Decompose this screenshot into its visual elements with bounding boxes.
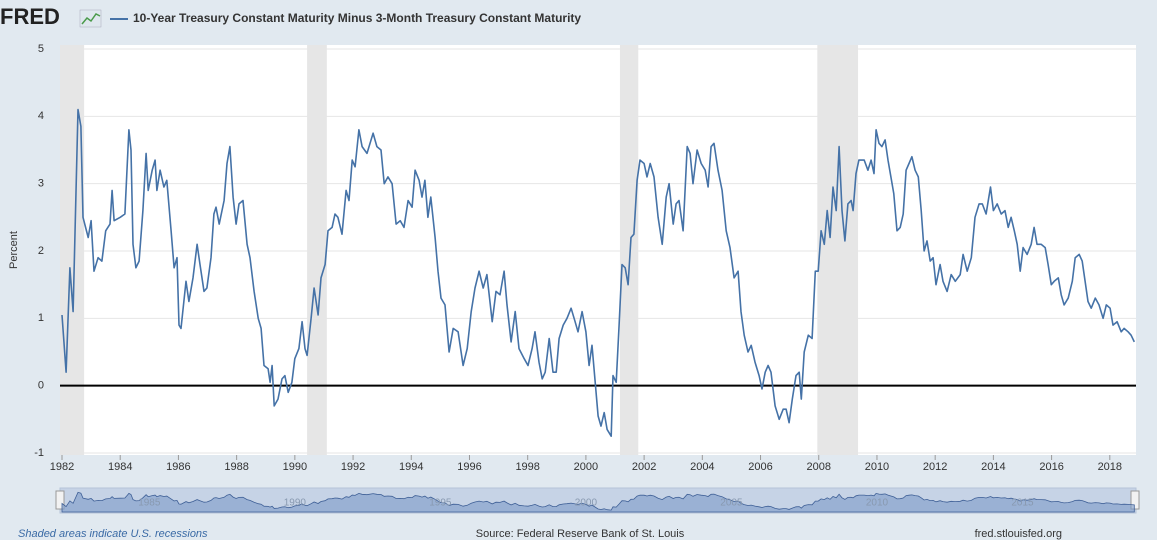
recession-note: Shaded areas indicate U.S. recessions [18,528,208,540]
recession-band [619,45,639,455]
recession-band [307,45,327,455]
y-tick-label: 4 [38,110,44,122]
series-line [61,108,1136,437]
x-tick-label: 2002 [632,461,656,473]
navigator-series [61,491,1135,513]
y-tick-label: -1 [34,447,44,459]
navigator-tick-label: 2005 [720,498,743,509]
x-tick-label: 1984 [108,461,132,473]
source: Source: Federal Reserve Bank of St. Loui… [476,528,685,540]
legend-label: 10-Year Treasury Constant Maturity Minus… [133,11,581,25]
recession-band [817,45,859,455]
plot-layer [60,45,1136,455]
y-tick-label: 2 [38,245,44,257]
x-tick-label: 2018 [1098,461,1122,473]
navigator-tick-label: 2015 [1011,498,1034,509]
x-tick-label: 2016 [1039,461,1063,473]
x-tick-label: 1988 [224,461,248,473]
y-tick-label: 1 [38,312,44,324]
x-tick-label: 2004 [690,461,714,473]
x-tick-label: 1986 [166,461,190,473]
y-tick-label: 5 [38,43,44,55]
navigator-tick-label: 1995 [429,498,452,509]
x-tick-label: 2008 [807,461,831,473]
logo: FRED [0,4,60,29]
x-tick-label: 2000 [574,461,598,473]
x-tick-label: 1998 [515,461,539,473]
x-tick-label: 1982 [50,461,74,473]
navigator-tick-label: 2010 [866,498,889,509]
navigator-tick-label: 1990 [284,498,307,509]
y-tick-label: 0 [38,380,44,392]
x-tick-label: 1994 [399,461,423,473]
x-tick-label: 1996 [457,461,481,473]
logo-icon [79,9,102,28]
recession-band [60,45,85,455]
x-tick-label: 1992 [341,461,365,473]
plot-area [60,45,1136,455]
url: fred.stlouisfed.org [975,528,1062,540]
navigator-tick-label: 1985 [138,498,161,509]
y-axis-label: Percent [8,231,20,269]
x-tick-label: 2010 [865,461,889,473]
x-tick-label: 2006 [748,461,772,473]
navigator-handle[interactable] [1130,490,1140,510]
x-tick-label: 2012 [923,461,947,473]
x-tick-label: 2014 [981,461,1005,473]
navigator-tick-label: 2000 [575,498,598,509]
x-tick-label: 1990 [283,461,307,473]
y-tick-label: 3 [38,178,44,190]
navigator-handle[interactable] [55,490,65,510]
